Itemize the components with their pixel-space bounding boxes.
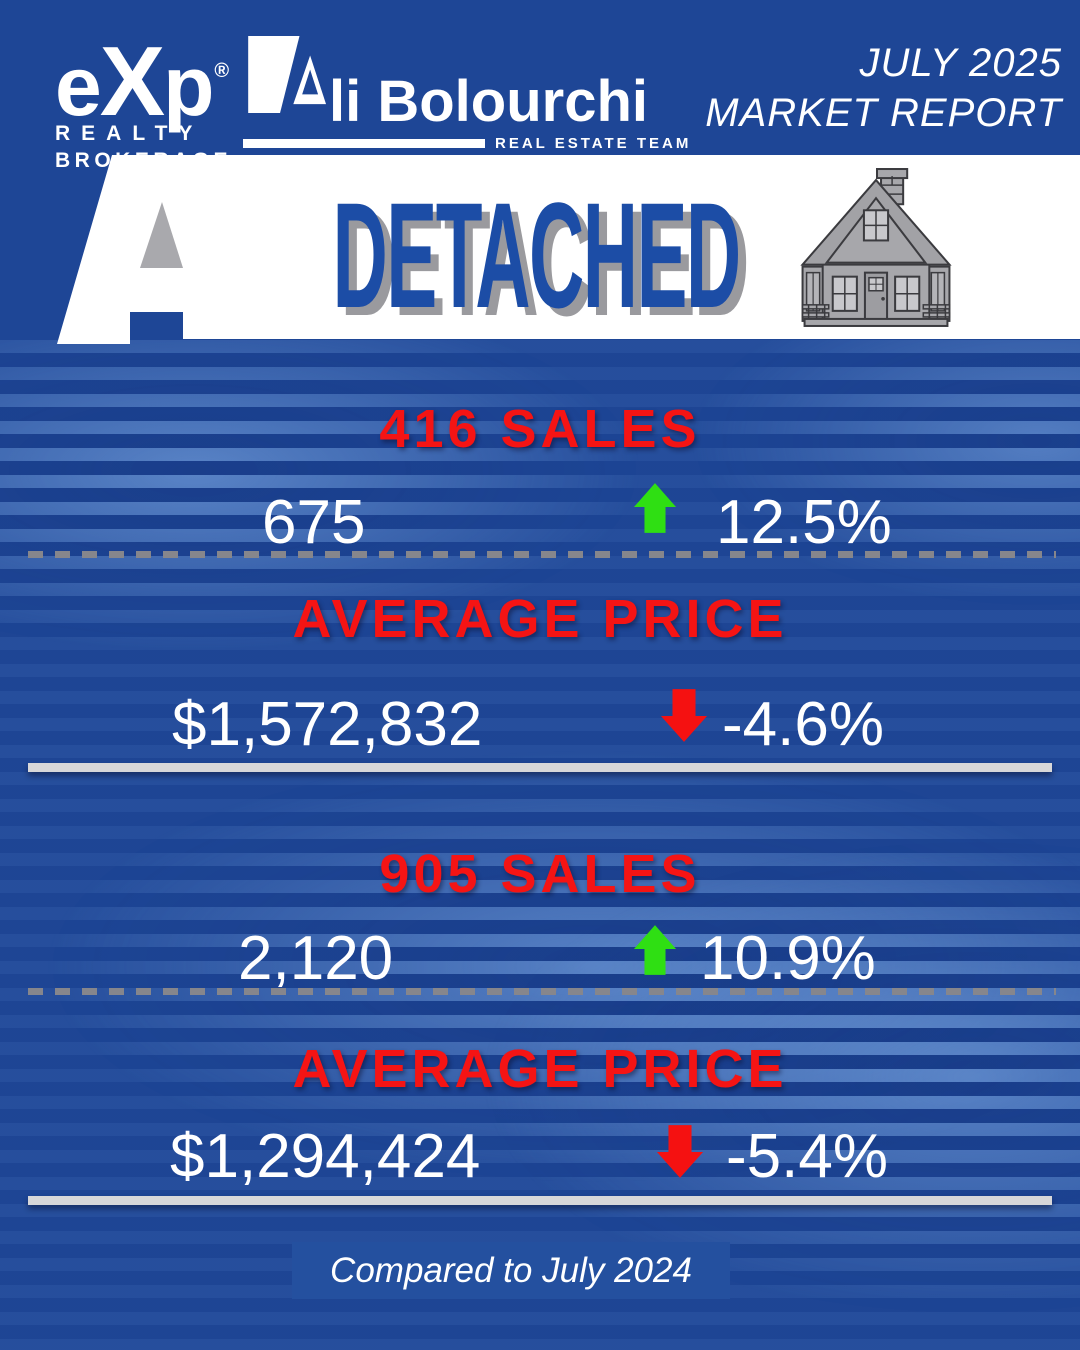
team-name: li Bolourchi [329, 68, 648, 134]
team-logo-underline-row: REAL ESTATE TEAM [243, 135, 691, 152]
comparison-note-text: Compared to July 2024 [330, 1250, 692, 1290]
report-month: JULY 2025 [859, 41, 1062, 85]
up-arrow-icon [633, 483, 677, 533]
average-price-value: $1,572,832 [172, 690, 483, 759]
big-a-mark-icon [57, 155, 197, 344]
registered-trademark: ® [214, 60, 230, 82]
up-arrow-icon [633, 925, 677, 975]
comparison-note: Compared to July 2024 [292, 1242, 730, 1299]
average-price-value: $1,294,424 [170, 1122, 481, 1191]
exp-realty-logo: eXp ® REALTY BROKERAGE [55, 26, 232, 173]
exp-letter: p [163, 39, 214, 133]
average-price-change: -4.6% [722, 690, 884, 759]
average-price-heading: AVERAGE PRICE [292, 1039, 788, 1099]
exp-wordmark: eXp ® [55, 26, 232, 131]
down-arrow-icon [660, 689, 708, 742]
house-icon [800, 168, 952, 327]
down-arrow-icon [656, 1125, 704, 1178]
dashed-divider [28, 551, 1056, 558]
sales-count: 2,120 [238, 924, 394, 993]
banner-title-text: DETACHED [332, 171, 741, 339]
sales-change: 12.5% [716, 488, 892, 557]
exp-brokerage-label: BROKERAGE [55, 149, 233, 172]
average-price-change: -5.4% [726, 1122, 888, 1191]
ali-bolourchi-logo: li Bolourchi REAL ESTATE TEAM [243, 36, 691, 152]
logo-underline-bar [243, 139, 485, 148]
sales-count: 675 [262, 488, 366, 557]
solid-divider [28, 763, 1052, 772]
exp-letter-x: X [99, 26, 165, 136]
banner-title: DETACHED [318, 180, 754, 330]
sales-heading: 905 SALES [379, 844, 701, 904]
a-letter-mark-icon [248, 36, 327, 113]
team-logo-row: li Bolourchi [243, 36, 691, 134]
solid-divider [28, 1196, 1052, 1205]
sales-change: 10.9% [700, 924, 876, 993]
dashed-divider [28, 988, 1056, 995]
sales-heading: 416 SALES [379, 399, 701, 459]
report-label: MARKET REPORT [705, 91, 1062, 135]
exp-realty-label: REALTY [55, 122, 204, 145]
exp-letter: e [55, 39, 102, 133]
team-tagline: REAL ESTATE TEAM [495, 135, 692, 152]
average-price-heading: AVERAGE PRICE [292, 589, 788, 649]
report-title: JULY 2025 MARKET REPORT [705, 38, 1062, 138]
